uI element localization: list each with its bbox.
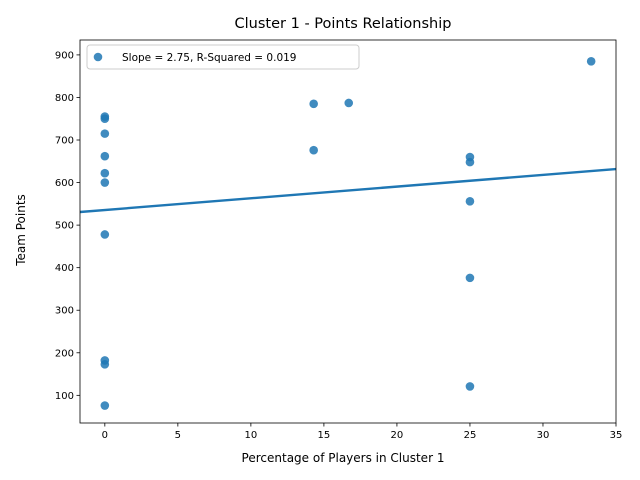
data-point xyxy=(100,114,110,124)
data-point xyxy=(100,129,110,138)
data-point xyxy=(465,273,475,283)
chart-title: Cluster 1 - Points Relationship xyxy=(235,16,452,32)
plot-area xyxy=(80,56,616,410)
data-point xyxy=(100,151,110,161)
y-tick-label: 500 xyxy=(55,221,74,232)
y-tick-label: 100 xyxy=(55,391,74,402)
axes: 0 5 10 15 20 25 30 35 100 200 300 400 500 600 700 800 90… xyxy=(55,39,623,441)
x-tick-label: 25 xyxy=(464,430,477,441)
x-tick-label: 30 xyxy=(537,430,550,441)
x-tick-label: 0 xyxy=(102,430,108,441)
y-tick-label: 700 xyxy=(55,136,74,147)
y-axis-label: Team Points xyxy=(14,194,28,267)
legend-marker xyxy=(93,52,103,62)
data-point xyxy=(100,178,110,187)
data-point xyxy=(465,196,475,206)
data-point xyxy=(100,359,110,369)
legend-box xyxy=(86,44,360,70)
legend: Slope = 2.75, R-Squared = 0.019 xyxy=(86,44,360,70)
y-tick-label: 300 xyxy=(55,306,74,317)
legend-label: Slope = 2.75, R-Squared = 0.019 xyxy=(122,52,296,64)
y-tick-label: 800 xyxy=(55,93,74,104)
x-tick-label: 35 xyxy=(610,430,623,441)
regression-line xyxy=(80,167,616,214)
data-point xyxy=(465,382,475,391)
data-point xyxy=(100,230,110,239)
data-point xyxy=(344,98,354,108)
data-point xyxy=(309,99,318,109)
data-point xyxy=(100,168,110,178)
data-point xyxy=(586,56,596,66)
y-tick-label: 900 xyxy=(55,50,74,61)
y-tick-label: 400 xyxy=(55,263,74,274)
x-tick-label: 10 xyxy=(245,430,258,441)
y-tick-label: 200 xyxy=(55,348,74,359)
axes-frame xyxy=(79,39,617,424)
x-tick-label: 15 xyxy=(318,430,331,441)
y-tick-label: 600 xyxy=(55,178,74,189)
data-point xyxy=(309,145,318,155)
x-axis-label: Percentage of Players in Cluster 1 xyxy=(242,451,445,465)
data-point xyxy=(100,401,110,410)
x-tick-label: 20 xyxy=(391,430,404,441)
data-point xyxy=(465,157,475,167)
x-tick-label: 5 xyxy=(175,430,181,441)
